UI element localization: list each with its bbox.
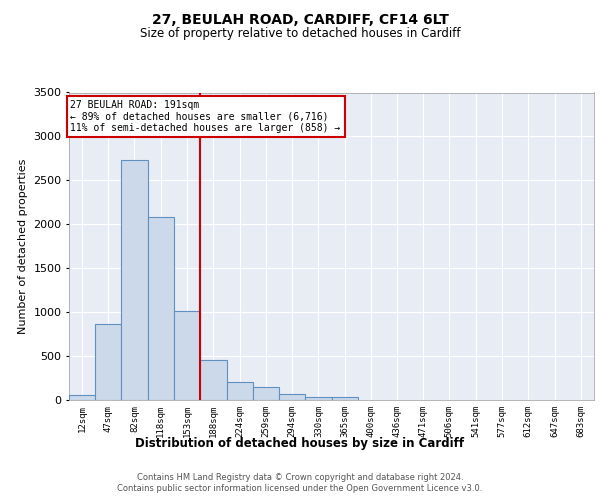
Bar <box>69 395 95 400</box>
Text: Contains public sector information licensed under the Open Government Licence v3: Contains public sector information licen… <box>118 484 482 493</box>
Bar <box>253 388 279 400</box>
Bar <box>332 398 358 400</box>
Bar <box>95 324 121 400</box>
Text: 27 BEULAH ROAD: 191sqm
← 89% of detached houses are smaller (6,716)
11% of semi-: 27 BEULAH ROAD: 191sqm ← 89% of detached… <box>70 100 341 132</box>
Text: Contains HM Land Registry data © Crown copyright and database right 2024.: Contains HM Land Registry data © Crown c… <box>137 472 463 482</box>
Bar <box>305 398 331 400</box>
Bar <box>148 218 174 400</box>
Bar <box>227 382 253 400</box>
Bar <box>174 312 200 400</box>
Text: Size of property relative to detached houses in Cardiff: Size of property relative to detached ho… <box>140 28 460 40</box>
Bar <box>279 394 305 400</box>
Bar <box>200 360 227 400</box>
Bar <box>121 160 148 400</box>
Y-axis label: Number of detached properties: Number of detached properties <box>17 158 28 334</box>
Text: Distribution of detached houses by size in Cardiff: Distribution of detached houses by size … <box>136 438 464 450</box>
Text: 27, BEULAH ROAD, CARDIFF, CF14 6LT: 27, BEULAH ROAD, CARDIFF, CF14 6LT <box>152 12 448 26</box>
